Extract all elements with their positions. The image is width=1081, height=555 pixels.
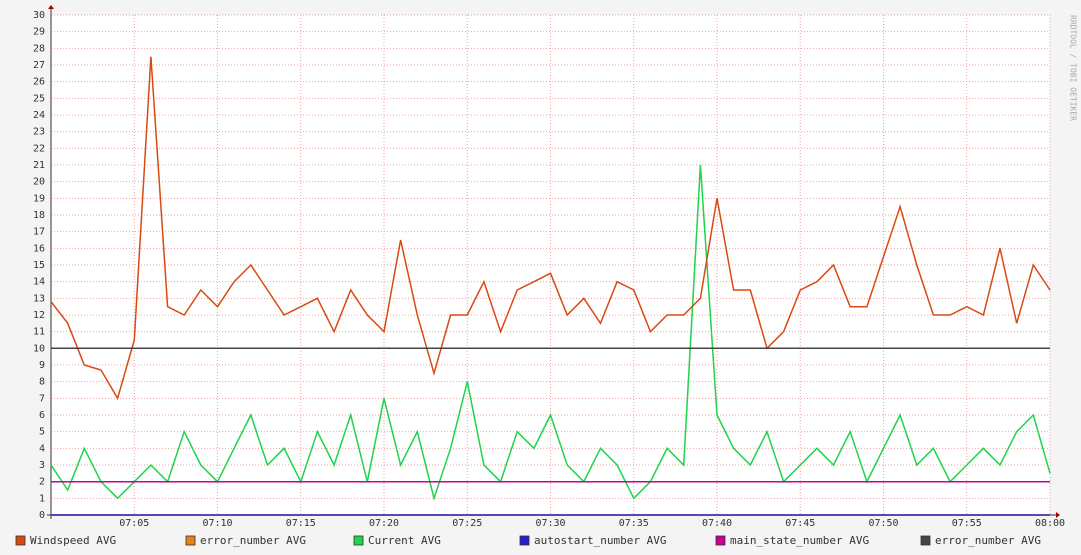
- y-tick-label: 15: [33, 260, 45, 271]
- x-tick-label: 07:15: [286, 518, 316, 529]
- x-tick-label: 07:05: [119, 518, 149, 529]
- legend-label: autostart_number AVG: [534, 534, 666, 547]
- y-tick-label: 16: [33, 243, 45, 254]
- axis-arrow: [1056, 512, 1060, 518]
- legend-label: error_number AVG: [200, 534, 306, 547]
- y-tick-label: 2: [39, 477, 45, 488]
- y-tick-label: 0: [39, 510, 45, 521]
- y-tick-label: 27: [33, 60, 45, 71]
- y-tick-label: 17: [33, 227, 45, 238]
- y-tick-label: 18: [33, 210, 45, 221]
- y-tick-label: 19: [33, 193, 45, 204]
- y-tick-label: 12: [33, 310, 45, 321]
- legend-swatch: [353, 535, 364, 546]
- legend-swatch: [920, 535, 931, 546]
- legend-label: Current AVG: [368, 534, 441, 547]
- y-tick-label: 30: [33, 10, 45, 21]
- y-tick-label: 22: [33, 143, 45, 154]
- y-tick-label: 1: [39, 493, 45, 504]
- y-tick-label: 20: [33, 177, 45, 188]
- watermark: RRDTOOL / TOBI OETIKER: [1069, 15, 1078, 121]
- x-tick-label: 07:20: [369, 518, 399, 529]
- x-tick-label: 07:55: [952, 518, 982, 529]
- legend-swatch: [15, 535, 26, 546]
- x-tick-label: 07:50: [868, 518, 898, 529]
- x-tick-label: 08:00: [1035, 518, 1065, 529]
- y-tick-label: 28: [33, 43, 45, 54]
- legend-swatch: [185, 535, 196, 546]
- axis-arrow: [48, 5, 54, 9]
- y-tick-label: 5: [39, 427, 45, 438]
- y-tick-label: 11: [33, 327, 45, 338]
- y-tick-label: 7: [39, 393, 45, 404]
- x-tick-label: 07:30: [535, 518, 565, 529]
- x-tick-label: 07:35: [619, 518, 649, 529]
- y-tick-label: 4: [39, 443, 45, 454]
- legend-swatch: [519, 535, 530, 546]
- x-tick-label: 07:40: [702, 518, 732, 529]
- legend-label: Windspeed AVG: [30, 534, 116, 547]
- y-tick-label: 24: [33, 110, 45, 121]
- y-tick-label: 14: [33, 277, 45, 288]
- y-tick-label: 23: [33, 127, 45, 138]
- y-tick-label: 10: [33, 343, 45, 354]
- legend-label: error_number AVG: [935, 534, 1041, 547]
- x-tick-label: 07:45: [785, 518, 815, 529]
- legend-label: main_state_number AVG: [730, 534, 869, 547]
- y-tick-label: 25: [33, 93, 45, 104]
- y-tick-label: 3: [39, 460, 45, 471]
- x-tick-label: 07:10: [202, 518, 232, 529]
- x-tick-label: 07:25: [452, 518, 482, 529]
- series-line: [50, 56, 1051, 401]
- y-tick-label: 21: [33, 160, 45, 171]
- y-tick-label: 26: [33, 77, 45, 88]
- y-tick-label: 13: [33, 293, 45, 304]
- legend-swatch: [715, 535, 726, 546]
- y-tick-label: 6: [39, 410, 45, 421]
- y-tick-label: 8: [39, 377, 45, 388]
- y-tick-label: 9: [39, 360, 45, 371]
- y-tick-label: 29: [33, 27, 45, 38]
